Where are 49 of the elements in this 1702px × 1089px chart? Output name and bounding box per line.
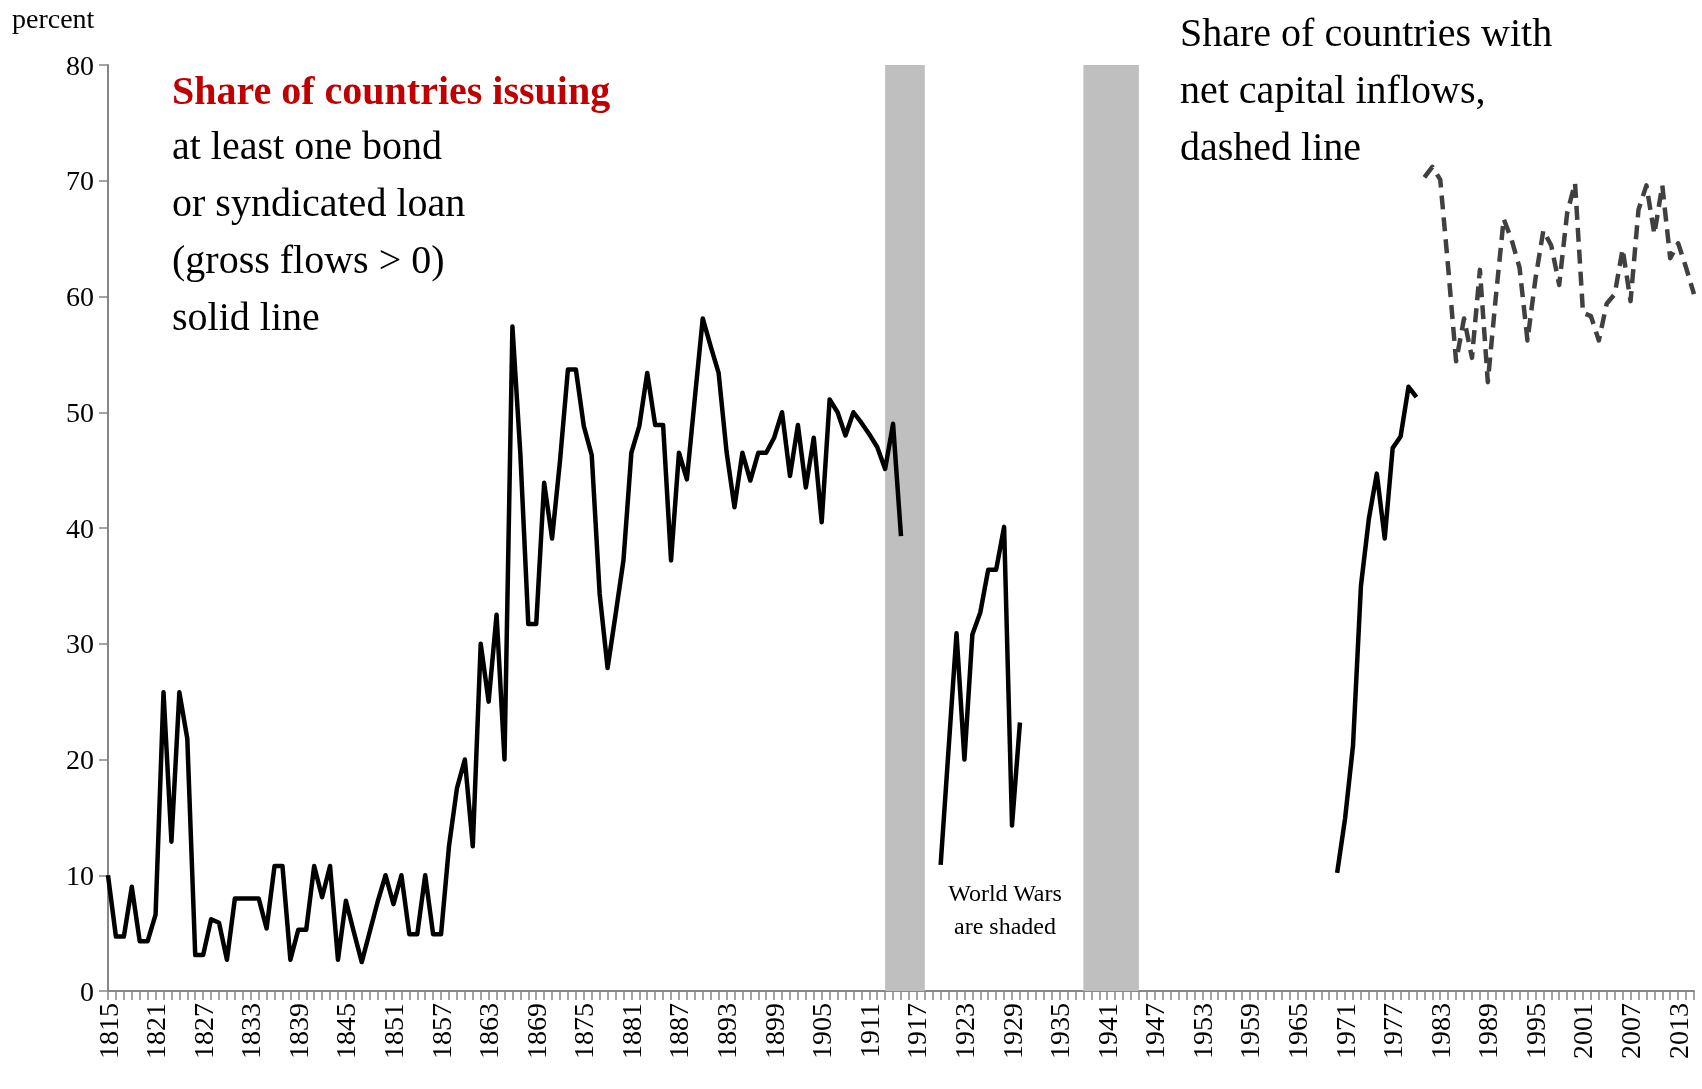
x-tick-label: 1959 bbox=[1234, 1003, 1266, 1059]
x-tick-label: 1941 bbox=[1091, 1003, 1123, 1059]
y-tick-label: 60 bbox=[66, 281, 94, 312]
y-tick-label: 10 bbox=[66, 859, 94, 891]
x-tick-label: 2007 bbox=[1615, 1003, 1647, 1059]
x-tick-label: 1989 bbox=[1472, 1003, 1504, 1059]
annotation: at least one bond or syndicated loan (gross flows > 0) solid line bbox=[172, 123, 466, 339]
x-tick-label: 1917 bbox=[901, 1003, 933, 1059]
x-tick-label: 1947 bbox=[1139, 1003, 1171, 1059]
annotation: Share of countries issuing bbox=[172, 68, 611, 113]
x-tick-label: 1833 bbox=[235, 1003, 267, 1059]
x-tick-label: 1995 bbox=[1519, 1003, 1551, 1059]
x-tick-label: 1863 bbox=[473, 1003, 505, 1059]
y-tick-label: 0 bbox=[80, 975, 94, 1007]
annotation: Share of countries with net capital inflows, dashed line bbox=[1180, 10, 1553, 169]
x-tick-label: 1839 bbox=[282, 1003, 314, 1059]
x-tick-label: 2001 bbox=[1567, 1003, 1599, 1059]
y-tick-label: 30 bbox=[66, 628, 94, 660]
y-axis-title: percent bbox=[12, 2, 95, 34]
x-tick-label: 1953 bbox=[1186, 1003, 1218, 1059]
x-tick-label: 1977 bbox=[1377, 1003, 1409, 1059]
x-tick-label: 1983 bbox=[1424, 1003, 1456, 1059]
line-series bbox=[1422, 164, 1697, 385]
y-tick-label: 50 bbox=[66, 396, 94, 428]
x-tick-label: 1869 bbox=[520, 1003, 552, 1059]
x-tick-label: 1965 bbox=[1282, 1003, 1313, 1059]
y-tick-label: 20 bbox=[66, 744, 94, 775]
x-tick-label: 1827 bbox=[187, 1003, 219, 1059]
x-tick-label: 1815 bbox=[92, 1003, 124, 1059]
x-tick-label: 1845 bbox=[330, 1003, 362, 1059]
y-tick-label: 70 bbox=[66, 165, 94, 197]
x-tick-label: 1881 bbox=[615, 1003, 647, 1059]
x-tick-label: 1911 bbox=[853, 1003, 885, 1058]
y-tick-label: 80 bbox=[66, 49, 94, 81]
x-tick-label: 1887 bbox=[663, 1003, 695, 1059]
x-tick-label: 1905 bbox=[806, 1003, 838, 1059]
x-tick-label: 1971 bbox=[1329, 1003, 1361, 1059]
x-tick-label: 1935 bbox=[1044, 1003, 1076, 1059]
x-tick-label: 1893 bbox=[711, 1003, 743, 1059]
x-tick-label: 1857 bbox=[425, 1003, 457, 1059]
x-tick-label: 1899 bbox=[758, 1003, 790, 1059]
x-tick-label: 2013 bbox=[1662, 1003, 1694, 1059]
x-tick-label: 1821 bbox=[140, 1003, 172, 1059]
x-tick-label: 1875 bbox=[568, 1003, 600, 1059]
x-tick-label: 1923 bbox=[948, 1003, 980, 1059]
y-tick-label: 40 bbox=[66, 512, 94, 544]
x-tick-label: 1851 bbox=[377, 1003, 409, 1059]
annotation: World Wars are shaded bbox=[948, 879, 1062, 939]
x-tick-label: 1929 bbox=[996, 1003, 1028, 1059]
